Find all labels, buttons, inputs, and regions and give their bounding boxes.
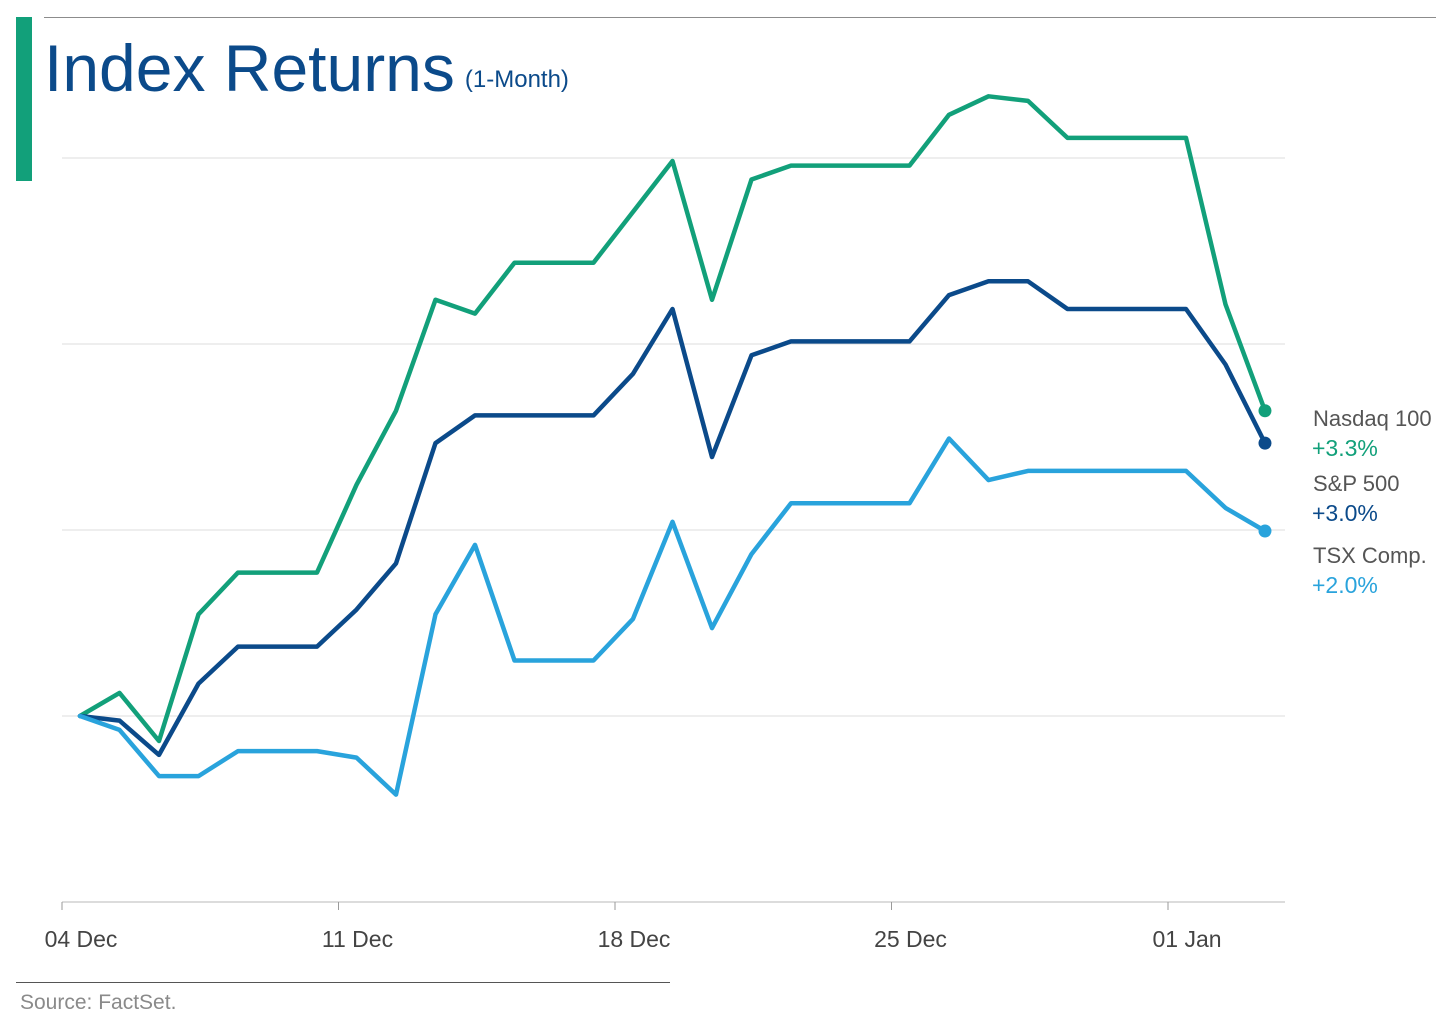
series-end-dot bbox=[1258, 436, 1272, 450]
series-name-label: TSX Comp. bbox=[1313, 543, 1427, 568]
series-end-dot bbox=[1258, 524, 1272, 538]
chart-subtitle: (1-Month) bbox=[464, 66, 569, 93]
chart-title: Index Returns (1-Month) bbox=[44, 28, 569, 120]
x-tick-label: 18 Dec bbox=[598, 926, 671, 952]
series-line bbox=[77, 279, 1268, 758]
x-tick-label: 04 Dec bbox=[45, 926, 118, 952]
end-labels: Nasdaq 100 +3.3% S&P 500 +3.0% TSX Comp. +2.0… bbox=[1312, 406, 1432, 598]
x-tick-label: 25 Dec bbox=[874, 926, 947, 952]
x-tick-label: 01 Jan bbox=[1152, 926, 1221, 952]
series-line bbox=[77, 94, 1268, 744]
series-name-label: Nasdaq 100 bbox=[1313, 406, 1432, 431]
x-tick-label: 11 Dec bbox=[322, 926, 393, 952]
chart-title-text: Index Returns bbox=[44, 31, 455, 105]
series-value-label: +3.0% bbox=[1312, 500, 1378, 526]
top-rule bbox=[44, 17, 1436, 18]
series-value-label: +2.0% bbox=[1312, 572, 1378, 598]
x-axis: 04 Dec 11 Dec 18 Dec 25 Dec 01 Jan bbox=[45, 901, 1285, 952]
source-note: Source: FactSet. bbox=[20, 991, 177, 1014]
series-name-label: S&P 500 bbox=[1313, 471, 1399, 496]
series-line bbox=[77, 436, 1268, 797]
title-accent-bar bbox=[16, 17, 32, 181]
source-rule bbox=[16, 982, 670, 983]
series-lines bbox=[77, 94, 1272, 797]
series-value-label: +3.3% bbox=[1312, 435, 1378, 461]
series-end-dot bbox=[1258, 404, 1272, 418]
grid bbox=[62, 157, 1285, 717]
